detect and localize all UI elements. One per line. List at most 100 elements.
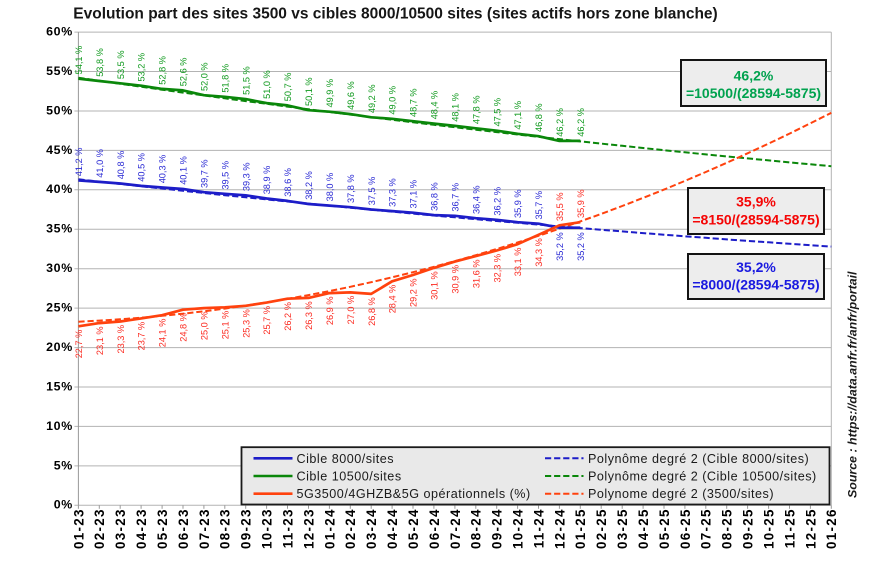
svg-text:30,9 %: 30,9 %: [451, 265, 461, 294]
svg-text:35,9%: 35,9%: [736, 193, 776, 209]
svg-text:47,8 %: 47,8 %: [471, 95, 481, 124]
svg-text:23,3 %: 23,3 %: [116, 325, 126, 354]
svg-text:50,1 %: 50,1 %: [304, 77, 314, 106]
svg-text:40,3 %: 40,3 %: [158, 155, 168, 184]
svg-text:46,2 %: 46,2 %: [555, 108, 565, 137]
svg-text:02-25: 02-25: [594, 508, 609, 549]
svg-text:54,1 %: 54,1 %: [74, 46, 84, 75]
svg-text:38,9 %: 38,9 %: [262, 166, 272, 195]
svg-text:25,7 %: 25,7 %: [262, 306, 272, 335]
svg-text:12-24: 12-24: [552, 508, 567, 549]
svg-text:28,4 %: 28,4 %: [388, 285, 398, 314]
svg-text:=8150/(28594-5875): =8150/(28594-5875): [692, 211, 819, 227]
svg-text:26,2 %: 26,2 %: [283, 302, 293, 331]
svg-text:39,3 %: 39,3 %: [241, 162, 251, 191]
svg-text:46,2%: 46,2%: [734, 67, 774, 83]
svg-text:Cible 8000/sites: Cible 8000/sites: [297, 452, 395, 466]
svg-text:06-24: 06-24: [427, 508, 442, 549]
svg-text:29,2 %: 29,2 %: [409, 278, 419, 307]
svg-text:37,5 %: 37,5 %: [367, 177, 377, 206]
svg-text:26,8 %: 26,8 %: [367, 297, 377, 326]
svg-text:09-23: 09-23: [239, 508, 254, 549]
svg-text:08-25: 08-25: [720, 508, 735, 549]
svg-text:48,7 %: 48,7 %: [409, 88, 419, 117]
svg-text:50%: 50%: [46, 103, 73, 117]
svg-text:52,8 %: 52,8 %: [158, 56, 168, 85]
svg-text:02-23: 02-23: [92, 508, 107, 549]
svg-text:05-24: 05-24: [406, 508, 421, 549]
svg-text:41,2 %: 41,2 %: [74, 148, 84, 177]
svg-text:53,2 %: 53,2 %: [137, 53, 147, 82]
svg-text:53,5 %: 53,5 %: [116, 50, 126, 79]
svg-text:06-23: 06-23: [176, 508, 191, 549]
svg-text:11-24: 11-24: [531, 508, 546, 548]
svg-text:Evolution part des sites 3500: Evolution part des sites 3500 vs cibles …: [73, 5, 717, 22]
svg-text:11-23: 11-23: [280, 508, 295, 548]
svg-text:60%: 60%: [46, 25, 73, 39]
svg-text:35,2%: 35,2%: [736, 259, 776, 275]
svg-text:30,1 %: 30,1 %: [430, 271, 440, 300]
svg-text:24,8 %: 24,8 %: [179, 313, 189, 342]
svg-text:47,5 %: 47,5 %: [492, 98, 502, 127]
svg-text:38,6 %: 38,6 %: [283, 168, 293, 197]
svg-text:06-25: 06-25: [678, 508, 693, 549]
svg-text:50,7 %: 50,7 %: [283, 73, 293, 102]
svg-text:12-23: 12-23: [301, 508, 316, 549]
svg-text:03-24: 03-24: [364, 508, 379, 549]
svg-text:40,1 %: 40,1 %: [179, 156, 189, 185]
svg-text:5%: 5%: [54, 458, 73, 472]
svg-text:35,5 %: 35,5 %: [555, 192, 565, 221]
svg-text:41,0 %: 41,0 %: [95, 149, 105, 178]
svg-text:01-26: 01-26: [824, 508, 839, 549]
svg-text:04-25: 04-25: [636, 508, 651, 549]
svg-text:53,8 %: 53,8 %: [95, 48, 105, 77]
svg-text:26,3 %: 26,3 %: [304, 301, 314, 330]
svg-text:40,5 %: 40,5 %: [137, 153, 147, 182]
svg-text:40,8 %: 40,8 %: [116, 151, 126, 180]
svg-text:12-25: 12-25: [803, 508, 818, 549]
svg-text:05-25: 05-25: [657, 508, 672, 549]
svg-text:55%: 55%: [46, 64, 73, 78]
svg-text:Cible 10500/sites: Cible 10500/sites: [297, 470, 402, 484]
svg-text:49,9 %: 49,9 %: [325, 79, 335, 108]
svg-text:25%: 25%: [46, 301, 73, 315]
svg-text:51,0 %: 51,0 %: [262, 70, 272, 99]
svg-text:10%: 10%: [46, 419, 73, 433]
svg-text:07-24: 07-24: [448, 508, 463, 549]
svg-text:09-24: 09-24: [490, 508, 505, 549]
svg-text:35,2 %: 35,2 %: [576, 232, 586, 261]
svg-text:48,1 %: 48,1 %: [451, 93, 461, 122]
svg-text:30%: 30%: [46, 261, 73, 275]
svg-text:38,0 %: 38,0 %: [325, 173, 335, 202]
svg-text:=10500/(28594-5875): =10500/(28594-5875): [686, 85, 821, 101]
svg-text:35,2 %: 35,2 %: [555, 232, 565, 261]
svg-text:07-23: 07-23: [197, 508, 212, 549]
svg-text:27,0 %: 27,0 %: [346, 296, 356, 325]
svg-text:38,2 %: 38,2 %: [304, 171, 314, 200]
svg-text:33,1 %: 33,1 %: [513, 248, 523, 277]
svg-text:46,2 %: 46,2 %: [576, 108, 586, 137]
svg-text:32,3 %: 32,3 %: [492, 254, 502, 283]
svg-text:37,1 %: 37,1 %: [409, 180, 419, 209]
svg-text:51,5 %: 51,5 %: [241, 66, 251, 95]
svg-text:39,5 %: 39,5 %: [220, 161, 230, 190]
svg-text:39,7 %: 39,7 %: [200, 159, 210, 188]
svg-text:36,8 %: 36,8 %: [430, 182, 440, 211]
svg-text:37,8 %: 37,8 %: [346, 174, 356, 203]
svg-text:03-23: 03-23: [113, 508, 128, 549]
svg-text:0%: 0%: [54, 498, 73, 512]
svg-text:35,9 %: 35,9 %: [513, 189, 523, 218]
svg-text:10-24: 10-24: [511, 508, 526, 549]
svg-text:Polynome degré 2 (3500/sites): Polynome degré 2 (3500/sites): [588, 487, 774, 501]
svg-text:49,2 %: 49,2 %: [367, 84, 377, 113]
svg-text:03-25: 03-25: [615, 508, 630, 549]
svg-text:01-23: 01-23: [71, 508, 86, 549]
svg-text:11-25: 11-25: [782, 508, 797, 548]
svg-text:08-23: 08-23: [218, 508, 233, 549]
svg-text:01-25: 01-25: [573, 508, 588, 549]
svg-text:04-23: 04-23: [134, 508, 149, 549]
svg-text:Polynôme degré 2 (Cible 8000/s: Polynôme degré 2 (Cible 8000/sites): [588, 452, 809, 466]
svg-text:10-23: 10-23: [260, 508, 275, 549]
svg-text:46,8 %: 46,8 %: [534, 103, 544, 132]
svg-text:35,7 %: 35,7 %: [534, 191, 544, 220]
